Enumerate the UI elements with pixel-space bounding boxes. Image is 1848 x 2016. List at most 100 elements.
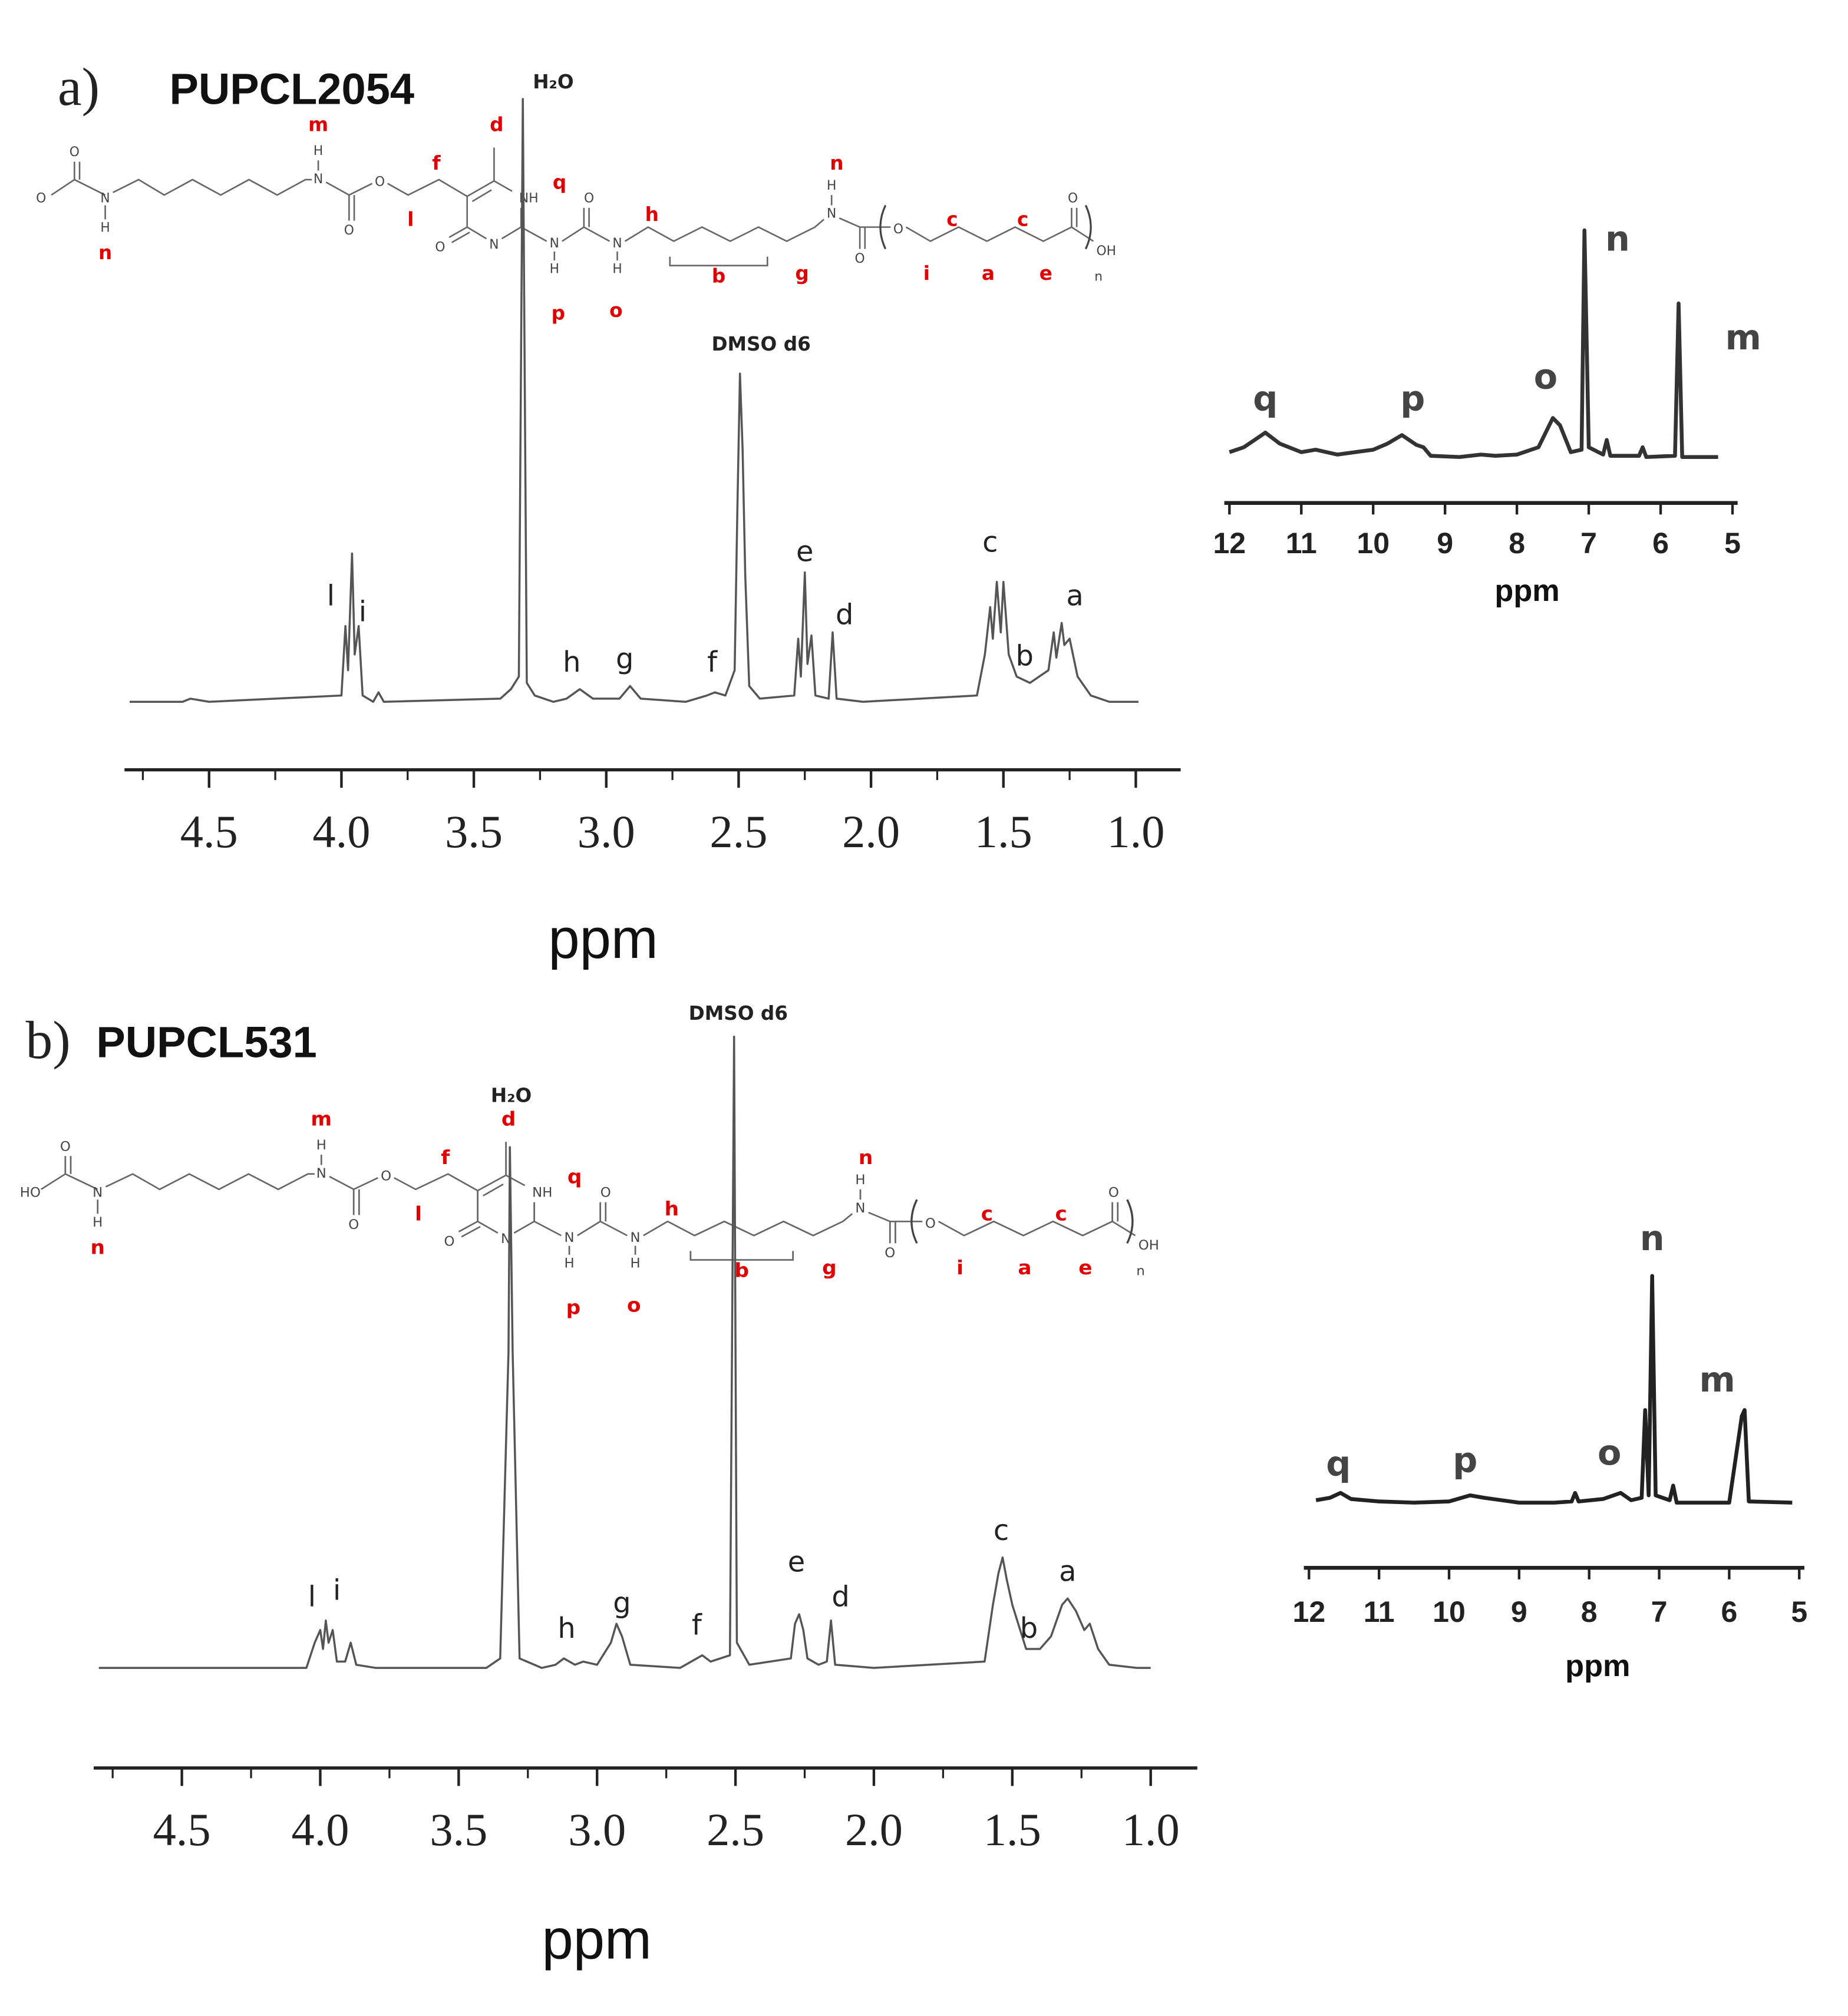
peak-label: d [836, 599, 853, 632]
bracket [1126, 1199, 1134, 1244]
bracket [879, 204, 887, 250]
x-tick-label: 4.5 [180, 806, 238, 857]
proton-label: n [91, 1236, 105, 1258]
proton-label: g [795, 262, 808, 285]
atom-label: H [93, 1215, 103, 1230]
atom-label: H [827, 179, 836, 193]
proton-label: c [1055, 1202, 1067, 1225]
x-tick-label: 10 [1357, 527, 1390, 560]
proton-label: p [566, 1296, 581, 1318]
atom-label: O [444, 1234, 455, 1249]
bond [451, 232, 470, 243]
peak-label: c [982, 526, 998, 558]
x-tick-label: 1.5 [984, 1804, 1041, 1855]
proton-label: o [627, 1294, 641, 1316]
peak-label: H₂O [491, 1084, 532, 1106]
proton-label: d [501, 1108, 516, 1130]
peak-label: n [1605, 219, 1630, 259]
spectrum [1229, 228, 1718, 460]
atom-label: O [1108, 1185, 1119, 1200]
atom-label: N [489, 237, 499, 252]
proton-label: c [1017, 209, 1028, 231]
proton-label: l [407, 209, 414, 231]
proton-label: m [311, 1108, 332, 1130]
atom-label: N [565, 1230, 575, 1245]
atom-label: N [316, 1166, 326, 1181]
proton-label: n [98, 242, 112, 264]
peak-label: m [1725, 317, 1761, 358]
bracket [1084, 204, 1092, 250]
atom-label: H [855, 1172, 865, 1187]
atom-label: N [631, 1230, 641, 1245]
bond [689, 1251, 794, 1261]
atom-label: H [564, 1256, 574, 1271]
atom-label: O [893, 222, 903, 237]
peak-label: p [1400, 378, 1425, 419]
x-tick-label: 5 [1724, 527, 1741, 560]
proton-label: p [552, 302, 565, 325]
atom-label: O [348, 1218, 359, 1232]
x-tick-label: 6 [1721, 1595, 1737, 1628]
x-axis-label: ppm [548, 907, 658, 970]
bond [905, 226, 1094, 242]
atom-label: HO [20, 1185, 41, 1200]
peak-label: g [616, 643, 633, 676]
peak-label: f [692, 1609, 702, 1641]
x-tick-label: 3.0 [568, 1804, 626, 1855]
x-tick-label: 6 [1652, 527, 1669, 560]
x-tick-label: 9 [1437, 527, 1453, 560]
proton-label: a [1018, 1257, 1031, 1279]
atom-label: H [612, 262, 622, 276]
x-tick-label: 2.5 [707, 1804, 764, 1855]
x-tick-label: 8 [1581, 1595, 1598, 1628]
x-tick-label: 9 [1511, 1595, 1527, 1628]
bond [938, 1220, 1136, 1237]
proton-label: a [982, 262, 995, 285]
chart-title: PUPCL2054 [169, 64, 414, 113]
bond [483, 1183, 504, 1197]
bond [394, 1173, 478, 1192]
bond [387, 179, 468, 197]
bond [477, 1191, 499, 1234]
atom-label: O [344, 223, 354, 238]
atom-label: O [36, 191, 46, 206]
proton-label: f [441, 1146, 450, 1169]
peak-label: l [327, 580, 335, 612]
panel-label: b) [26, 1010, 71, 1070]
peak-label: a [1059, 1555, 1076, 1588]
bond [513, 1202, 535, 1234]
x-tick-label: 11 [1364, 1595, 1395, 1628]
peak-label: b [1020, 1612, 1038, 1645]
x-tick-label: 7 [1580, 527, 1597, 560]
x-tick-label: 2.0 [845, 1804, 903, 1855]
x-tick-label: 7 [1651, 1595, 1668, 1628]
bond [533, 1221, 562, 1237]
proton-label: h [665, 1198, 679, 1220]
x-tick-label: 4.0 [312, 806, 370, 857]
atom-label: N [314, 172, 323, 187]
atom-label: H [631, 1256, 641, 1271]
x-tick-label: 12 [1292, 1595, 1325, 1628]
proton-label: g [822, 1257, 837, 1279]
bond [113, 179, 312, 196]
peak-label: n [1640, 1218, 1665, 1258]
x-tick-label: 1.0 [1107, 806, 1164, 857]
panel-label: a) [58, 57, 100, 117]
peak-label: i [333, 1575, 341, 1607]
atom-label: O [1068, 191, 1078, 206]
x-axis-label: ppm [1494, 574, 1559, 608]
peak-label: q [1253, 378, 1278, 419]
x-tick-label: 1.0 [1122, 1804, 1180, 1855]
x-tick-label: 12 [1213, 527, 1246, 560]
spectrum [1315, 1274, 1793, 1505]
peak-label: a [1066, 580, 1083, 612]
x-axis-label: ppm [1565, 1649, 1630, 1683]
x-tick-label: 3.5 [430, 1804, 487, 1855]
bracket [910, 1199, 918, 1244]
bond [448, 226, 468, 239]
peak-label: o [1598, 1432, 1621, 1473]
proton-label: c [981, 1202, 993, 1225]
proton-label: f [432, 152, 441, 174]
